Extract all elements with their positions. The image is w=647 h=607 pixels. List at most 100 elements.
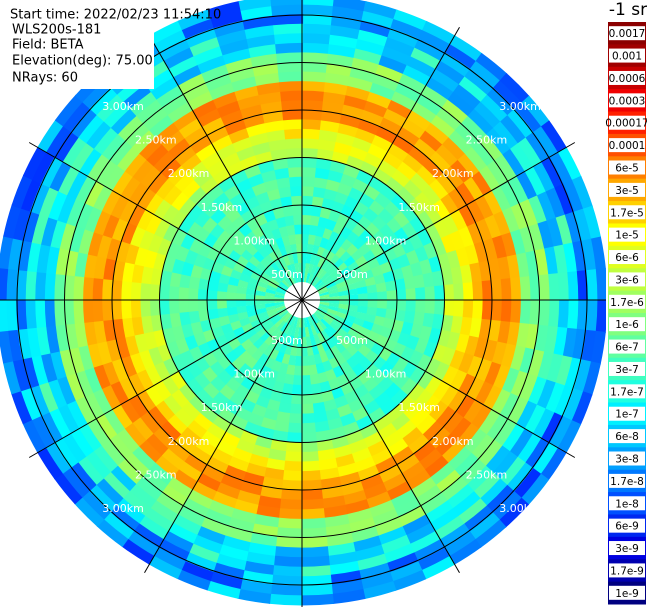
radar-cell <box>316 439 334 452</box>
radar-cell <box>239 429 259 445</box>
radar-cell <box>149 499 179 524</box>
radar-cell <box>258 314 270 324</box>
radar-cell <box>108 433 133 460</box>
radar-cell <box>393 210 411 228</box>
radar-cell <box>128 483 157 509</box>
radar-cell <box>470 60 501 89</box>
radar-cell <box>59 222 76 251</box>
radar-cell <box>337 285 349 293</box>
radar-cell <box>295 346 302 357</box>
radar-cell <box>322 316 333 326</box>
radar-cell <box>266 188 281 201</box>
radar-cell <box>486 159 510 187</box>
radar-cell <box>270 0 304 7</box>
radar-cell <box>309 373 320 386</box>
radar-cell <box>62 101 91 132</box>
radar-cell <box>263 209 277 223</box>
radar-cell <box>287 422 302 434</box>
radar-cell <box>441 365 459 387</box>
radar-cell <box>61 432 87 463</box>
radar-cell <box>167 101 194 123</box>
radar-cell <box>440 51 472 78</box>
radar-cell <box>173 433 196 455</box>
radar-cell <box>45 245 61 275</box>
radar-cell <box>329 345 341 358</box>
radar-cell <box>403 276 416 290</box>
radar-cell <box>36 446 63 480</box>
radar-cell <box>54 94 84 127</box>
radar-cell <box>409 216 427 235</box>
radar-cell <box>416 371 435 391</box>
radar-cell <box>221 151 241 169</box>
radar-cell <box>367 143 389 161</box>
radar-cell <box>250 318 262 329</box>
radar-cell <box>302 51 329 64</box>
radar-cell <box>180 349 196 367</box>
radar-cell <box>469 262 483 283</box>
radar-cell <box>257 495 282 509</box>
radar-cell <box>207 279 219 292</box>
radar-cell <box>464 428 488 454</box>
radar-cell <box>209 375 226 392</box>
radar-cell <box>407 198 426 217</box>
radar-cell <box>529 275 541 301</box>
radar-cell <box>21 210 40 243</box>
radar-cell <box>422 272 435 288</box>
radar-cell <box>315 267 325 278</box>
radar-cell <box>322 227 334 240</box>
radar-cell <box>188 186 208 205</box>
radar-cell <box>435 433 458 457</box>
radar-cell <box>327 551 358 566</box>
radar-cell <box>77 344 94 371</box>
radar-cell <box>392 569 427 591</box>
radar-cell <box>466 377 485 401</box>
radar-cell <box>315 157 333 171</box>
radar-cell <box>246 282 258 291</box>
radar-cell <box>40 216 58 247</box>
radar-cell <box>548 273 560 302</box>
radar-cell <box>398 73 427 95</box>
radar-cell <box>450 266 464 285</box>
radar-cell <box>243 421 261 436</box>
radar-cell <box>254 299 266 305</box>
radar-cell <box>300 546 329 558</box>
radar-cell <box>309 315 317 326</box>
radar-cell <box>478 409 501 436</box>
radar-cell <box>203 232 219 248</box>
radar-cell <box>382 317 395 330</box>
radar-cell <box>197 288 209 300</box>
radar-cell <box>349 66 377 83</box>
radar-cell <box>324 348 336 361</box>
radar-cell <box>65 372 85 401</box>
radar-cell <box>432 237 448 257</box>
radar-cell <box>265 457 286 471</box>
radar-cell <box>169 312 182 328</box>
radar-cell <box>472 300 484 320</box>
radar-cell <box>557 300 570 329</box>
radar-cell <box>212 562 245 581</box>
radar-cell <box>368 499 396 519</box>
radar-cell <box>302 128 321 140</box>
radar-cell <box>403 310 416 325</box>
radar-cell <box>271 565 302 577</box>
radar-cell <box>181 497 210 518</box>
radar-cell <box>393 372 410 390</box>
radar-cell <box>532 442 559 475</box>
radar-cell <box>424 286 436 301</box>
radar-cell <box>147 346 164 366</box>
radar-cell <box>403 179 423 199</box>
radar-cell <box>409 323 424 339</box>
colorbar-label-box <box>609 227 645 242</box>
radar-cell <box>263 321 275 332</box>
radar-cell <box>555 214 573 246</box>
radar-cell <box>302 214 312 226</box>
radar-cell <box>492 451 519 480</box>
radar-cell <box>119 399 141 424</box>
radar-cell <box>435 144 459 167</box>
radar-cell <box>271 316 282 326</box>
radar-cell <box>499 392 520 421</box>
radar-cell <box>302 166 317 178</box>
radar-cell <box>382 430 403 449</box>
radar-cell <box>274 301 285 306</box>
nrays: NRays: 60 <box>12 71 78 86</box>
